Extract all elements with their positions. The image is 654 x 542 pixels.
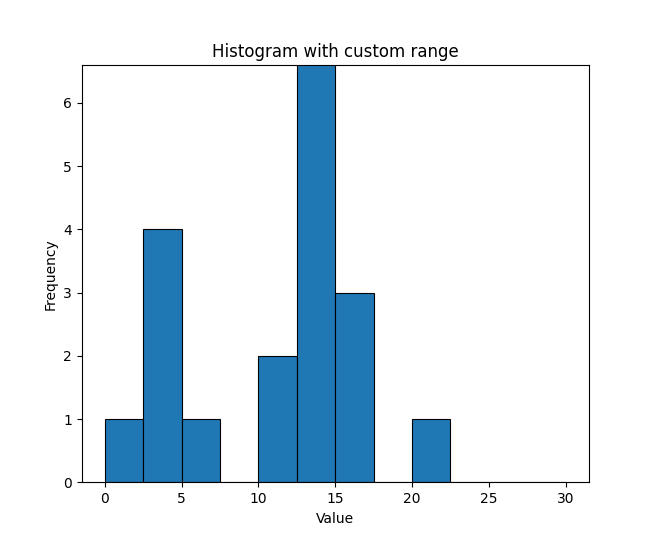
Title: Histogram with custom range: Histogram with custom range bbox=[212, 43, 458, 61]
Bar bbox=[105, 419, 143, 482]
Y-axis label: Frequency: Frequency bbox=[44, 238, 58, 309]
Bar bbox=[143, 229, 182, 482]
Bar bbox=[182, 419, 220, 482]
Bar bbox=[335, 293, 373, 482]
X-axis label: Value: Value bbox=[316, 512, 354, 526]
Bar bbox=[412, 419, 451, 482]
Bar bbox=[258, 356, 297, 482]
Bar bbox=[297, 40, 335, 482]
